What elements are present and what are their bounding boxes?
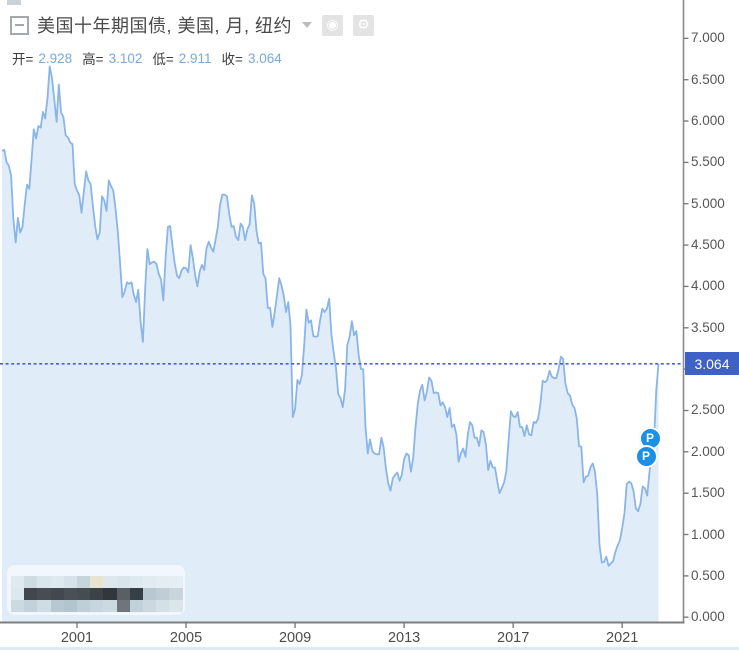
chevron-down-icon[interactable] — [302, 22, 313, 28]
watermark-pixel — [37, 588, 51, 600]
watermark-pixel — [77, 576, 91, 588]
watermark-pixel — [103, 588, 117, 600]
watermark-pixel — [103, 600, 117, 612]
x-tick-label: 2013 — [387, 630, 421, 646]
y-tick-label: 6.000 — [691, 113, 725, 128]
watermark-pixel — [37, 576, 51, 588]
watermark-pixel — [143, 576, 157, 588]
ohlc-label: 开= — [12, 52, 34, 67]
watermark-pixel — [156, 576, 170, 588]
pin-marker-badge[interactable]: P — [634, 444, 658, 468]
watermark-pixel — [24, 588, 38, 600]
ohlc-pair: 开= 2.928 — [12, 48, 72, 68]
x-tick-label: 2017 — [497, 630, 530, 646]
ohlc-row: 开= 2.928 高= 3.102 低= 2.911 收= 3.064 — [12, 48, 282, 68]
watermark-pixel — [24, 600, 38, 612]
watermark-pixel — [63, 576, 77, 588]
ohlc-pair: 低= 2.911 — [152, 48, 211, 68]
watermark-pixel — [90, 588, 104, 600]
ohlc-pair: 高= 3.102 — [82, 48, 142, 68]
chart-title: 美国十年期国债, 美国, 月, 纽约 — [37, 16, 293, 36]
y-tick-label: 7.000 — [691, 30, 725, 46]
y-tick-label: 3.500 — [691, 319, 725, 335]
ohlc-label: 收= — [221, 52, 243, 67]
y-tick-label: 4.000 — [691, 278, 725, 294]
x-tick-label: 2001 — [60, 630, 94, 646]
ohlc-label: 低= — [152, 52, 174, 67]
watermark-pixel — [129, 588, 143, 600]
watermark-pixel — [169, 600, 183, 612]
watermark-pixel — [90, 576, 104, 588]
watermark-pixel — [143, 588, 157, 600]
chart-header: 美国十年期国债, 美国, 月, 纽约 ◉ ⚙ — [10, 12, 375, 38]
eye-icon-button[interactable]: ◉ — [322, 14, 344, 36]
ohlc-value: 3.064 — [247, 50, 282, 66]
watermark-pixel — [90, 600, 104, 612]
watermark-pixel — [156, 600, 170, 612]
y-tick-label: 2.500 — [691, 402, 725, 418]
watermark-pixel — [37, 600, 51, 612]
watermark-pixel — [129, 600, 143, 612]
blur-fragment — [7, 0, 21, 5]
y-tick-label: 6.500 — [691, 71, 725, 87]
watermark-pixel — [77, 588, 91, 600]
watermark-pixel — [116, 576, 130, 588]
watermark-pixel — [103, 576, 117, 588]
x-tick-label: 2009 — [278, 630, 312, 646]
y-tick-label: 0.000 — [691, 609, 725, 625]
price-line — [1, 65, 660, 567]
watermark-pixel — [77, 600, 91, 612]
watermark-pixel — [11, 600, 25, 612]
watermark-pixel — [11, 588, 25, 600]
y-tick-label: 5.000 — [691, 195, 725, 211]
watermark-pixel — [116, 588, 130, 600]
ohlc-value: 2.928 — [38, 50, 73, 66]
ohlc-pair: 收= 3.064 — [222, 48, 282, 68]
watermark-pixel — [129, 576, 143, 588]
ohlc-value: 3.102 — [108, 50, 143, 66]
watermark-pixel — [24, 576, 38, 588]
watermark-pixel — [156, 588, 170, 600]
watermark-pixel — [116, 600, 130, 612]
minus-glyph — [15, 24, 24, 26]
gear-icon: ⚙ — [357, 17, 370, 33]
x-tick-label: 2005 — [169, 630, 203, 646]
watermark-pixel — [63, 600, 77, 612]
watermark-pixel — [50, 600, 64, 612]
ohlc-value: 2.911 — [178, 50, 212, 66]
last-price-value: 3.064 — [694, 355, 730, 372]
watermark-pixel — [169, 588, 183, 600]
y-tick-label: 1.500 — [691, 485, 725, 501]
last-price-tag: 3.064 — [685, 352, 739, 376]
eye-icon: ◉ — [326, 17, 339, 33]
y-tick-label: 5.500 — [691, 154, 725, 170]
y-tick-label: 0.500 — [691, 567, 725, 583]
gear-icon-button[interactable]: ⚙ — [353, 14, 375, 36]
watermark-pixel — [11, 576, 25, 588]
watermark-pixel — [143, 600, 157, 612]
watermark-pixel — [50, 576, 64, 588]
y-tick-label: 4.500 — [691, 237, 725, 253]
x-tick-label: 2021 — [606, 630, 639, 646]
y-tick-label: 1.000 — [691, 526, 725, 542]
watermark-pixel — [63, 588, 77, 600]
watermark-pixel — [169, 576, 183, 588]
y-tick-label: 2.000 — [691, 443, 725, 459]
ohlc-label: 高= — [82, 52, 104, 67]
area-fill — [2, 66, 659, 623]
collapse-icon[interactable] — [10, 15, 29, 35]
watermark-pixel — [50, 588, 64, 600]
bottom-border — [0, 647, 739, 650]
